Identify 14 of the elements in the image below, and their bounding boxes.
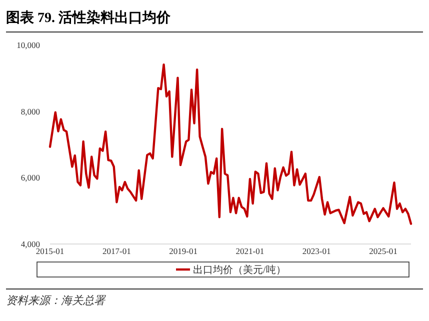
x-tick-label: 2023-01 — [302, 246, 331, 256]
x-tick-label: 2019-01 — [169, 246, 198, 256]
y-tick-label: 4,000 — [20, 238, 40, 249]
legend-label: 出口均价（美元/吨） — [193, 264, 286, 276]
chart-title: 图表 79. 活性染料出口均价 — [6, 9, 172, 26]
line-series — [48, 63, 412, 225]
text: 资料来源：海关总署 — [6, 294, 106, 307]
x-tick-label: 2021-01 — [236, 246, 264, 256]
y-tick-label: 10,000 — [16, 40, 40, 50]
x-tick-label: 2015-01 — [36, 246, 64, 256]
y-tick-label: 8,000 — [20, 106, 40, 116]
y-tick-label: 6,000 — [20, 172, 40, 183]
x-tick-label: 2017-01 — [102, 246, 131, 256]
x-tick-label: 2025-01 — [369, 246, 398, 256]
